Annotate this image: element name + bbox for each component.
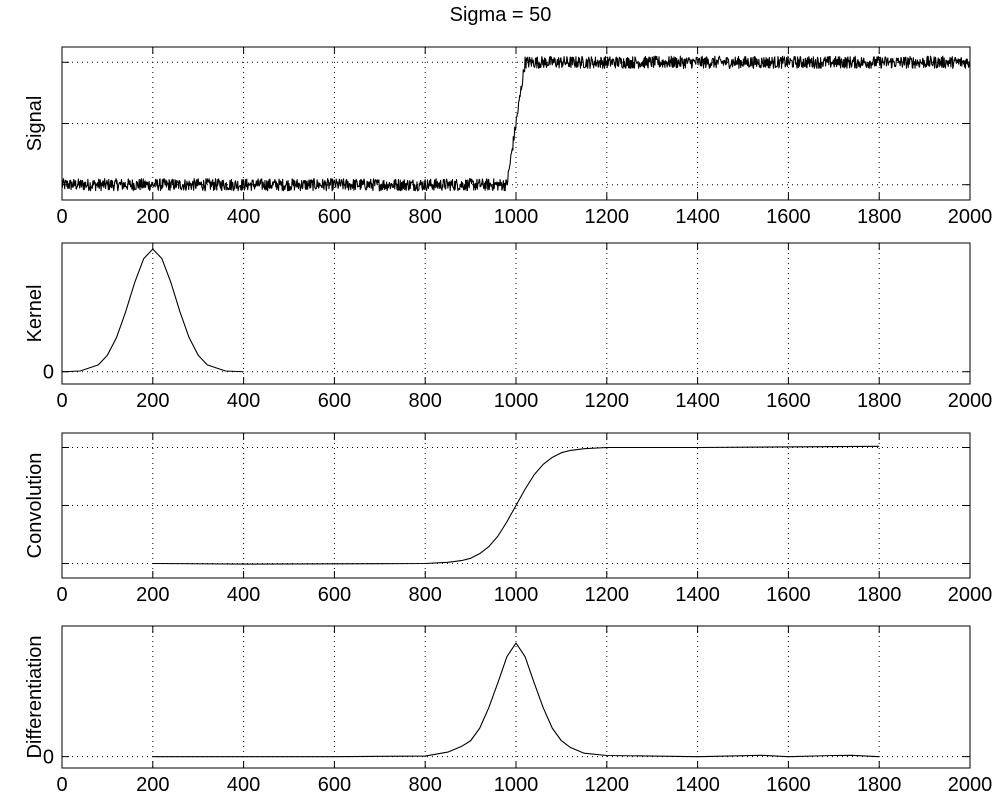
x-tick-label: 1400: [675, 206, 720, 228]
x-tick-label: 400: [227, 390, 260, 412]
series-line: [152, 642, 880, 758]
x-tick-label: 2000: [948, 774, 993, 796]
x-tick-label: 600: [318, 390, 351, 412]
x-tick-label: 1800: [857, 774, 902, 796]
x-tick-label: 2000: [948, 390, 993, 412]
x-tick-label: 1600: [766, 774, 811, 796]
x-tick-label: 200: [136, 584, 169, 606]
x-tick-label: 1600: [766, 584, 811, 606]
y-axis-label: Kernel: [24, 285, 46, 343]
x-tick-label: 1200: [585, 206, 630, 228]
x-tick-label: 200: [136, 206, 169, 228]
y-tick-label: 0: [43, 747, 54, 769]
x-tick-label: 800: [409, 206, 442, 228]
x-tick-label: 1800: [857, 390, 902, 412]
x-tick-label: 0: [56, 584, 67, 606]
x-tick-label: 400: [227, 584, 260, 606]
x-tick-label: 0: [56, 206, 67, 228]
x-tick-label: 1600: [766, 206, 811, 228]
x-tick-label: 1200: [585, 390, 630, 412]
x-tick-label: 600: [318, 206, 351, 228]
x-tick-label: 1400: [675, 584, 720, 606]
x-tick-label: 1800: [857, 584, 902, 606]
x-tick-label: 1000: [494, 206, 539, 228]
x-tick-label: 1400: [675, 774, 720, 796]
x-tick-label: 1200: [585, 584, 630, 606]
x-tick-label: 800: [409, 774, 442, 796]
x-tick-label: 400: [227, 206, 260, 228]
x-tick-label: 2000: [948, 206, 993, 228]
x-tick-label: 600: [318, 774, 351, 796]
x-tick-label: 1200: [585, 774, 630, 796]
x-tick-label: 0: [56, 774, 67, 796]
series-line: [61, 55, 971, 192]
y-tick-label: 0: [43, 362, 54, 384]
x-tick-label: 400: [227, 774, 260, 796]
x-tick-label: 800: [409, 390, 442, 412]
y-axis-label: Differentiation: [24, 635, 46, 758]
x-tick-label: 1800: [857, 206, 902, 228]
series-line: [152, 445, 880, 565]
x-tick-label: 1000: [494, 774, 539, 796]
x-tick-label: 200: [136, 774, 169, 796]
y-axis-label: Signal: [24, 96, 46, 152]
x-tick-label: 0: [56, 390, 67, 412]
x-tick-label: 600: [318, 584, 351, 606]
x-tick-label: 1000: [494, 390, 539, 412]
x-tick-label: 800: [409, 584, 442, 606]
figure-title: Sigma = 50: [449, 4, 552, 26]
y-axis-label: Convolution: [24, 453, 46, 559]
x-tick-label: 1000: [494, 584, 539, 606]
x-tick-label: 1400: [675, 390, 720, 412]
x-tick-label: 200: [136, 390, 169, 412]
x-tick-label: 1600: [766, 390, 811, 412]
x-tick-label: 2000: [948, 584, 993, 606]
series-line: [61, 248, 244, 373]
